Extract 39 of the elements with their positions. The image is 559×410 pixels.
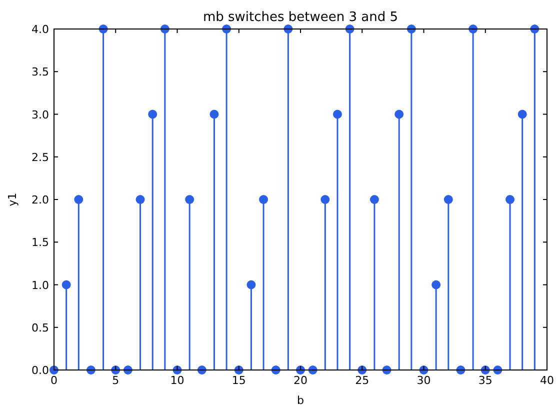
y-axis-title: y1 (6, 192, 19, 206)
y-tick-label: 0.0 (32, 364, 49, 377)
y-tick-label: 1.5 (32, 236, 49, 250)
point (444, 195, 453, 204)
point (74, 195, 84, 204)
y-tick-label: 4.0 (32, 23, 49, 36)
x-tick-label: 40 (540, 374, 554, 387)
y-tick-label: 2.5 (32, 150, 49, 164)
point (246, 280, 256, 290)
y-tick-label: 3.0 (32, 108, 49, 122)
y-tick-label: 0.5 (32, 321, 49, 334)
x-tick-label: 10 (170, 374, 184, 387)
x-tick-label: 25 (355, 374, 370, 387)
point (320, 195, 330, 204)
point (394, 110, 404, 119)
point (370, 195, 379, 204)
chart-title: mb switches between 3 and 5 (202, 10, 398, 25)
point (506, 195, 515, 204)
x-axis-title: b (297, 394, 304, 407)
point (62, 280, 71, 290)
x-tick-label: 0 (50, 374, 58, 387)
point (86, 366, 96, 374)
point (210, 110, 219, 119)
x-tick-label: 5 (112, 374, 120, 387)
point (518, 110, 527, 119)
point (136, 195, 145, 204)
y-tick-label: 1.0 (32, 278, 49, 292)
y-tick-label: 2.0 (32, 194, 49, 206)
point (185, 195, 194, 204)
point (432, 280, 441, 290)
point (148, 110, 158, 119)
x-tick-label: 20 (294, 374, 308, 387)
x-tick-label: 30 (416, 374, 431, 387)
point (332, 110, 342, 119)
point (50, 366, 58, 374)
x-tick-label: 15 (232, 374, 246, 387)
point (259, 195, 268, 204)
y-tick-label: 3.5 (32, 66, 49, 79)
x-tick-label: 35 (478, 374, 492, 387)
